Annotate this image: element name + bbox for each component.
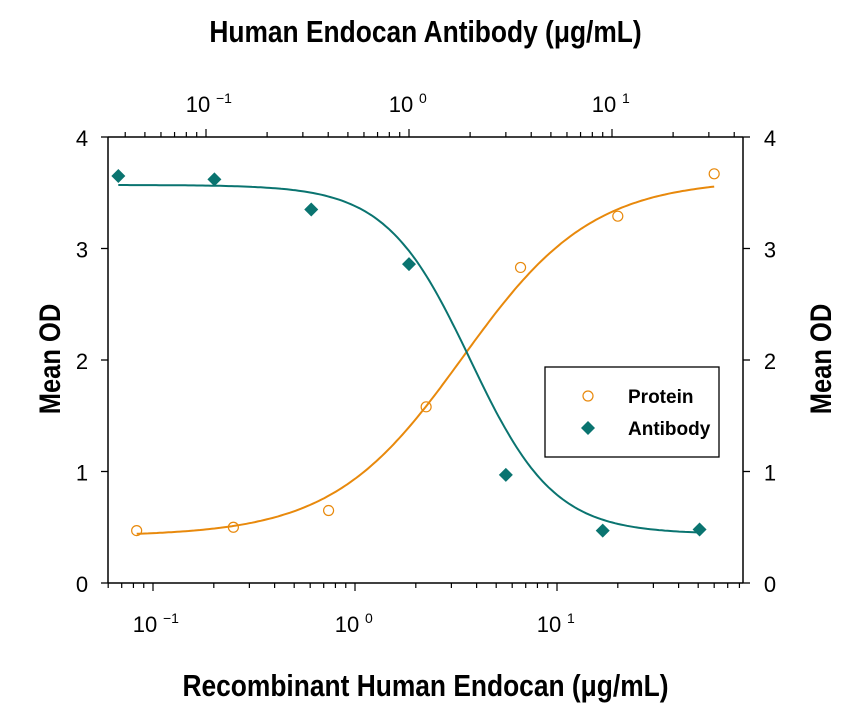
protein-data-point (420, 401, 432, 413)
top-axis-title: Human Endocan Antibody (μg/mL) (209, 14, 642, 49)
antibody-data-point (692, 522, 707, 537)
protein-data-point (514, 261, 527, 274)
bottom-x-tick-exponent: 1 (567, 610, 575, 626)
protein-data-point (131, 524, 143, 537)
protein-data-point (227, 521, 239, 533)
top-x-tick-exponent: 1 (622, 90, 630, 106)
top-x-tick-label: 10 (592, 92, 616, 117)
antibody-fit-curve (118, 184, 700, 534)
left-y-tick-label: 3 (76, 238, 88, 263)
bottom-x-tick-label: 10 (133, 612, 157, 637)
antibody-data-point (402, 257, 416, 272)
antibody-data-point (111, 169, 126, 184)
right-y-tick-label: 2 (764, 349, 776, 374)
top-x-tick-label: 10 (389, 92, 413, 117)
protein-data-point (612, 210, 624, 222)
protein-fit-curve (136, 185, 715, 535)
right-y-tick-label: 1 (764, 461, 776, 486)
left-y-tick-label: 2 (76, 349, 88, 374)
bottom-x-tick-exponent: −1 (163, 610, 179, 626)
legend-box (544, 366, 720, 458)
protein-data-point (322, 504, 335, 517)
left-y-tick-label: 0 (76, 572, 88, 597)
bottom-x-tick-label: 10 (537, 612, 561, 637)
legend-antibody-label: Antibody (628, 419, 711, 440)
legend-protein-label: Protein (628, 387, 693, 408)
left-y-tick-label: 1 (76, 461, 88, 486)
antibody-data-point (304, 202, 319, 217)
bottom-axis-title: Recombinant Human Endocan (μg/mL) (182, 668, 669, 703)
legend-protein-circle-icon (582, 390, 594, 402)
top-x-tick-label: 10 (186, 92, 210, 117)
top-x-tick-exponent: 0 (419, 90, 427, 106)
antibody-data-point (207, 172, 222, 187)
antibody-data-point (498, 467, 513, 482)
right-y-tick-label: 0 (764, 572, 776, 597)
top-x-tick-exponent: −1 (216, 90, 232, 106)
right-y-tick-label: 3 (764, 238, 776, 263)
bottom-x-tick-label: 10 (335, 612, 359, 637)
antibody-data-point (595, 523, 610, 538)
legend-antibody-diamond-icon (581, 421, 595, 435)
protein-data-point (708, 168, 720, 180)
right-y-tick-label: 4 (764, 126, 776, 151)
bottom-x-tick-exponent: 0 (365, 610, 373, 626)
left-y-tick-label: 4 (76, 126, 88, 151)
